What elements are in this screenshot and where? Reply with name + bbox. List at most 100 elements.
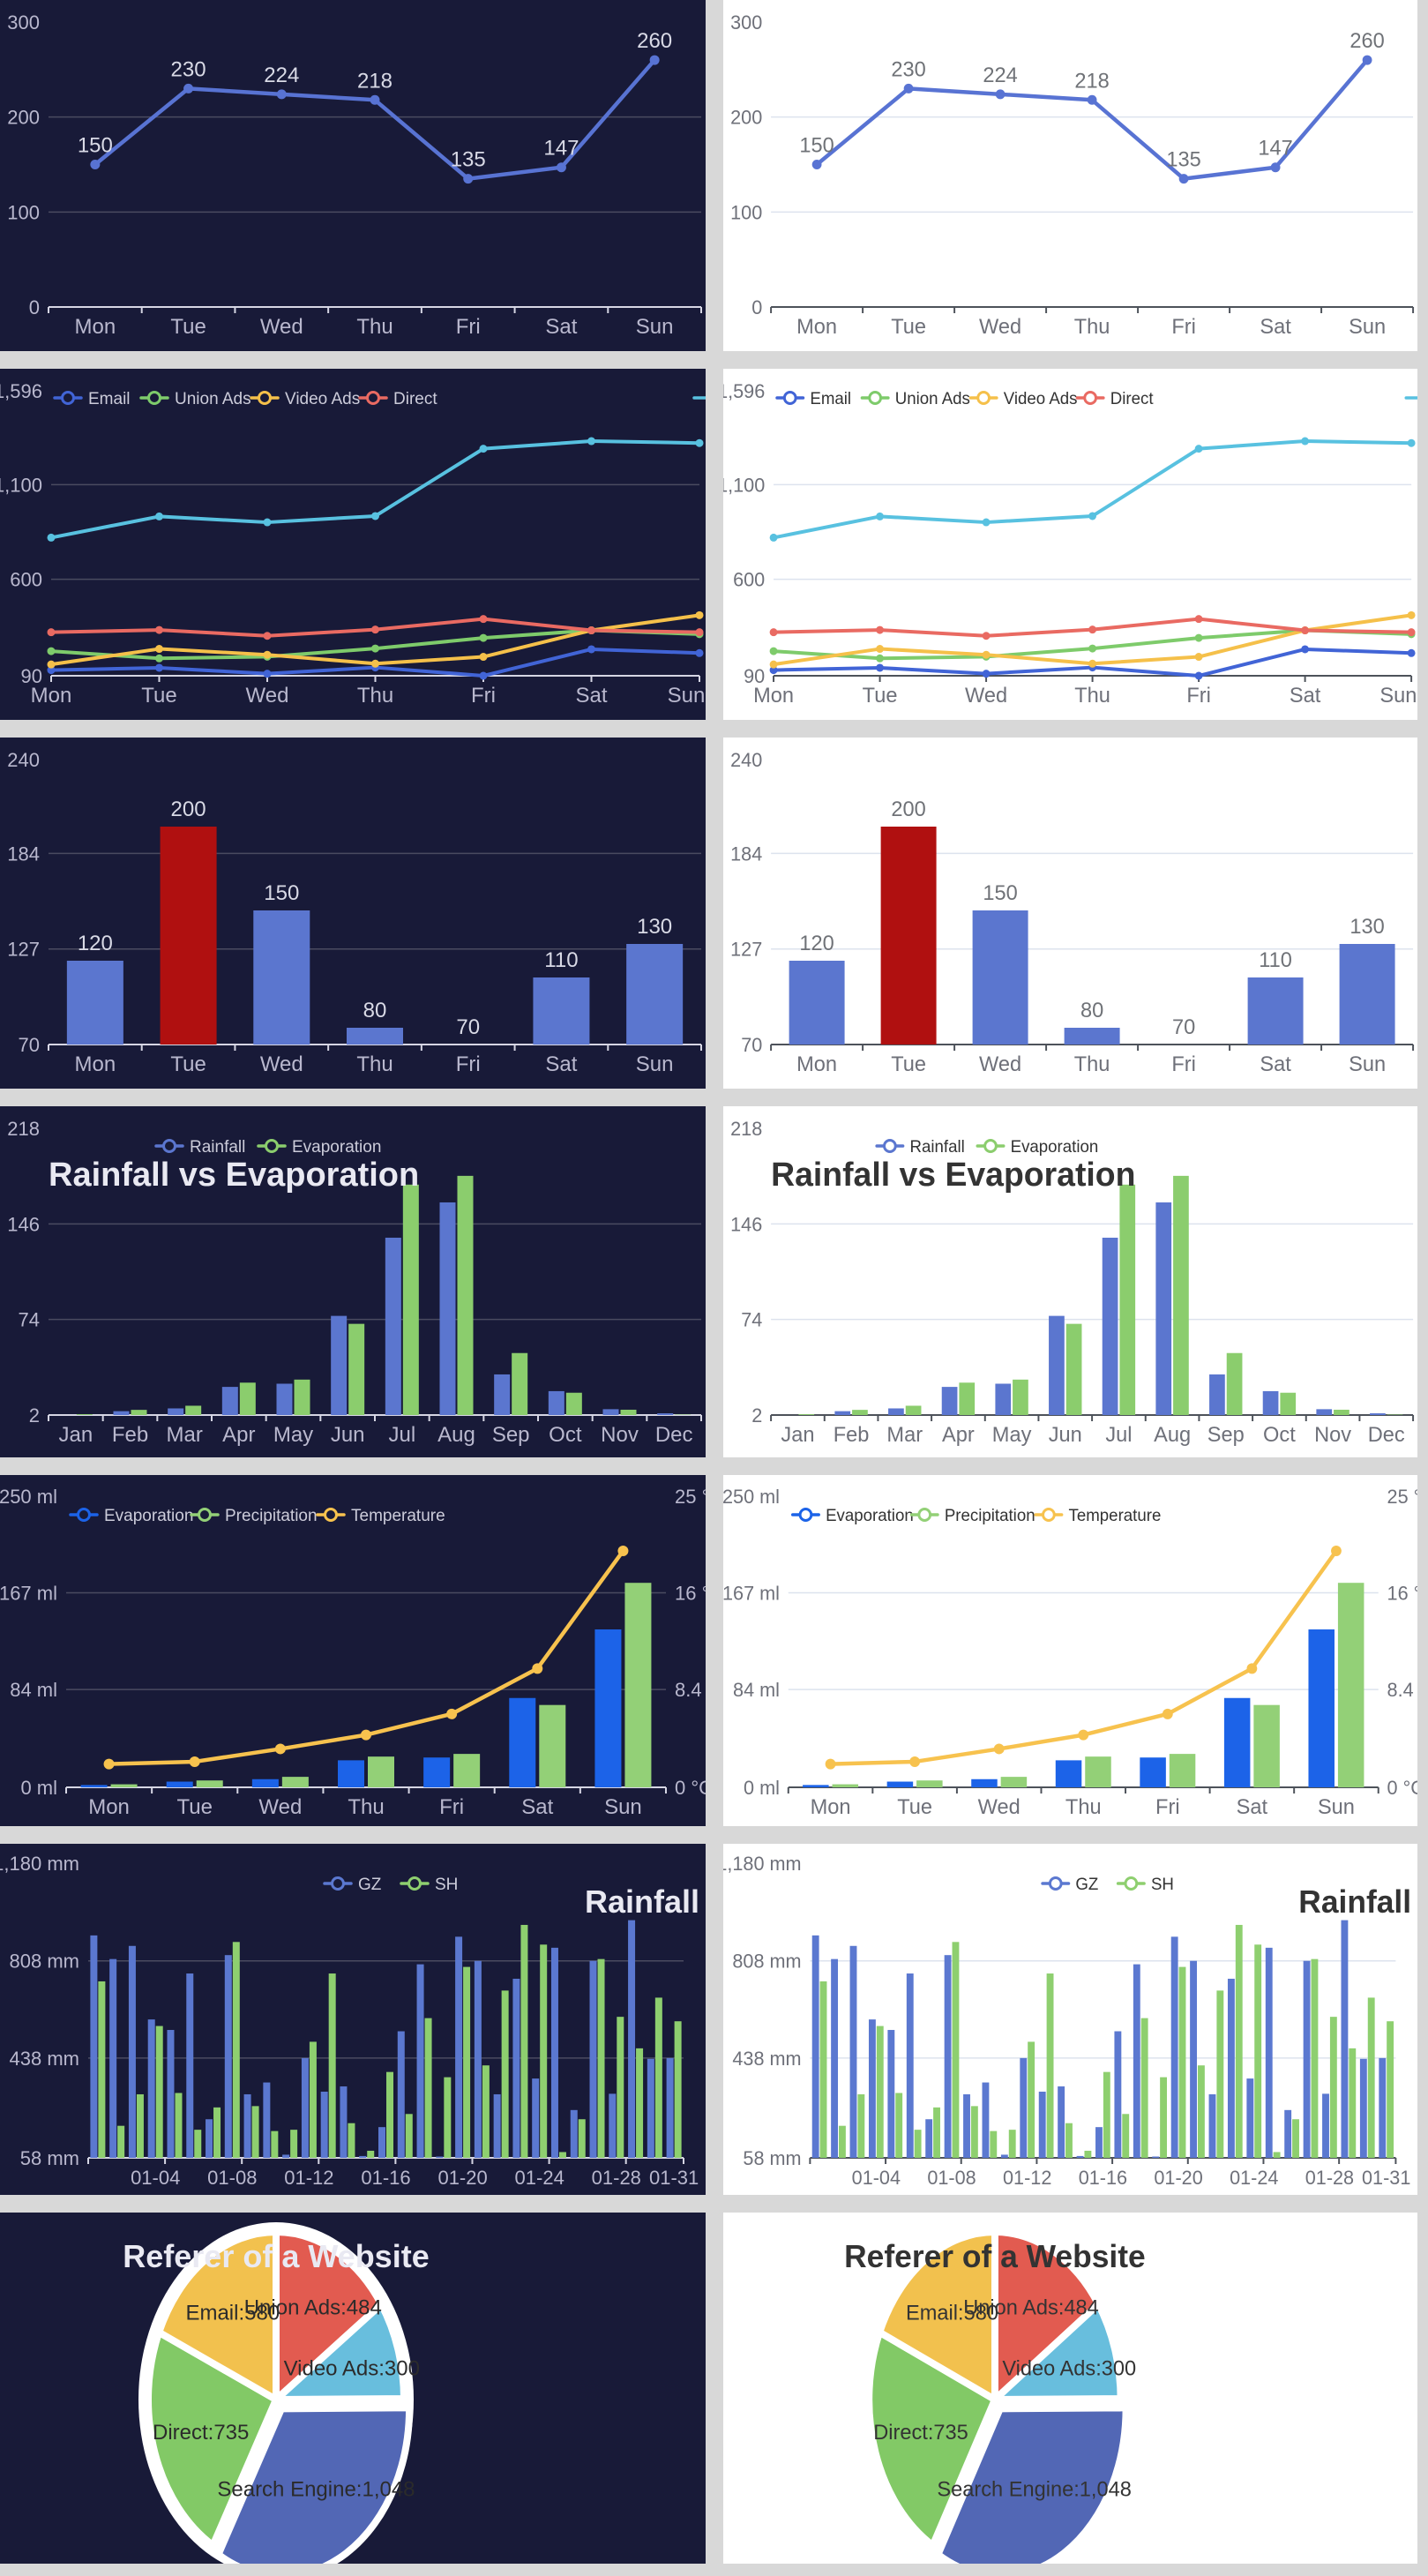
svg-text:Sep: Sep [492,1423,530,1447]
svg-text:230: 230 [891,57,925,81]
svg-text:250 ml: 250 ml [723,1486,780,1508]
svg-text:01-12: 01-12 [284,2167,333,2189]
svg-text:240: 240 [730,749,762,771]
grouped-bar-chart-dark[interactable]: 2 74 146 218 Jan Feb Mar Apr May Jun Jul Aug Sep Oct N… [0,1106,706,1457]
svg-text:600: 600 [733,568,765,590]
pie-chart-light[interactable]: Union Ads:484 Video Ads:300 Search Engine:… [723,2213,1417,2564]
svg-text:Fri: Fri [1186,684,1211,708]
svg-text:0 °C: 0 °C [675,1777,706,1799]
svg-text:Direct:735: Direct:735 [873,2421,968,2445]
grouped-bar-chart-light[interactable]: 2 74 146 218 Jan Feb Mar Apr May Jun Jul Aug Sep Oct N… [723,1106,1417,1457]
svg-text:Thu: Thu [356,1052,393,1076]
svg-text:70: 70 [741,1034,762,1056]
svg-text:Wed: Wed [260,315,303,339]
pie-chart-dark[interactable]: Union Ads:484 Video Ads:300 Search Engine:… [0,2213,706,2564]
svg-text:Wed: Wed [978,1795,1021,1819]
line-chart-light[interactable]: 0 100 200 300 Mon Tue Wed Thu Fri Sat Sun 150 230 224… [723,0,1417,351]
svg-text:1,100: 1,100 [0,474,42,496]
svg-text:Fri: Fri [471,684,496,708]
bar-line-dual-axis-chart-light[interactable]: 0 ml 84 ml 167 ml 250 ml 0 °C 8.4 °C 16 °C 25 °… [723,1475,1417,1826]
svg-text:Tue: Tue [891,1052,926,1076]
multi-line-chart-light[interactable]: 90 600 1,100 1,596 Mon Tue Wed Thu Fri Sat Sun Emai… [723,369,1417,720]
bar-chart-panel-dark: 70 127 184 240 Mon Tue Wed Thu Fri Sat Sun 120 200 15… [0,738,706,1089]
bar-chart-dark[interactable]: 70 127 184 240 Mon Tue Wed Thu Fri Sat Sun 120 200 15… [0,738,706,1089]
svg-text:Direct: Direct [393,390,437,408]
svg-text:16 °C: 16 °C [675,1583,706,1605]
svg-text:Tue: Tue [897,1795,932,1819]
rainfall-grouped-bar-chart-light[interactable]: 58 mm 438 mm 808 mm 1,180 mm 01-04 01-08 01-12… [723,1844,1417,2195]
svg-text:120: 120 [78,932,113,955]
svg-text:70: 70 [1172,1015,1195,1039]
svg-text:438 mm: 438 mm [10,2048,79,2070]
svg-text:Wed: Wed [979,1052,1021,1076]
svg-text:218: 218 [7,1118,40,1140]
pie-chart-panel-light: Union Ads:484 Video Ads:300 Search Engine:… [723,2213,1417,2564]
svg-text:Rainfall: Rainfall [585,1883,699,1920]
svg-text:Temperature: Temperature [351,1507,445,1525]
svg-text:218: 218 [730,1118,762,1140]
svg-text:438 mm: 438 mm [732,2048,801,2070]
svg-text:0: 0 [29,296,40,318]
svg-text:Rainfall: Rainfall [910,1137,965,1156]
svg-text:135: 135 [451,148,486,172]
grouped-bar-chart-panel-light: 2 74 146 218 Jan Feb Mar Apr May Jun Jul Aug Sep Oct N… [723,1106,1417,1457]
bar-chart-light[interactable]: 70 127 184 240 Mon Tue Wed Thu Fri Sat Sun 120 200 15… [723,738,1417,1089]
bar-line-dual-axis-chart-panel-dark: 0 ml 84 ml 167 ml 250 ml 0 °C 8.4 °C 16 °C 25 °… [0,1475,706,1826]
svg-text:1,180 mm: 1,180 mm [723,1853,802,1875]
svg-text:600: 600 [10,569,42,591]
svg-text:Mar: Mar [166,1423,202,1447]
svg-text:Sun: Sun [1379,684,1417,708]
svg-text:Precipitation: Precipitation [225,1507,318,1525]
svg-text:74: 74 [741,1309,762,1331]
svg-text:0: 0 [751,296,762,318]
svg-text:8.4 °C: 8.4 °C [1387,1679,1417,1701]
multi-line-chart-dark[interactable]: 90 600 1,100 1,596 Mon Tue Wed Thu Fri Sat Sun Emai… [0,369,706,720]
svg-text:Feb: Feb [112,1423,148,1447]
svg-text:147: 147 [1258,137,1292,161]
svg-text:Evaporation: Evaporation [826,1506,914,1524]
svg-text:Rainfall: Rainfall [1298,1884,1411,1920]
svg-text:230: 230 [171,57,206,81]
svg-text:Sun: Sun [1318,1795,1355,1819]
svg-text:01-24: 01-24 [515,2167,564,2189]
svg-text:Tue: Tue [176,1795,212,1819]
svg-text:Fri: Fri [1155,1795,1180,1819]
svg-text:Nov: Nov [601,1423,639,1447]
svg-text:127: 127 [730,939,762,961]
svg-text:Video Ads:300: Video Ads:300 [1002,2356,1136,2380]
svg-text:01-31: 01-31 [649,2167,699,2189]
svg-text:Precipitation: Precipitation [945,1506,1035,1524]
svg-text:130: 130 [637,915,672,939]
svg-text:Sun: Sun [604,1795,642,1819]
svg-text:Sat: Sat [545,1052,577,1076]
svg-text:150: 150 [983,881,1017,905]
svg-text:Mon: Mon [796,315,837,339]
line-chart-dark[interactable]: 0 100 200 300 Mon Tue Wed Thu Fri Sat Sun 150 230 224… [0,0,706,351]
svg-text:1,100: 1,100 [723,474,765,496]
svg-text:218: 218 [1074,69,1109,93]
svg-text:25 °C: 25 °C [675,1486,706,1508]
svg-text:Thu: Thu [1074,1052,1110,1076]
svg-text:130: 130 [1349,915,1384,939]
svg-text:808 mm: 808 mm [10,1951,79,1973]
svg-text:240: 240 [7,749,40,771]
svg-text:Direct:735: Direct:735 [153,2421,249,2445]
svg-text:Dec: Dec [1368,1423,1405,1447]
svg-text:Temperature: Temperature [1069,1506,1162,1524]
svg-text:Tue: Tue [170,315,206,339]
svg-text:Video Ads: Video Ads [1004,389,1078,408]
svg-text:Fri: Fri [456,1052,481,1076]
svg-text:Thu: Thu [348,1795,384,1819]
svg-text:58 mm: 58 mm [20,2147,79,2169]
svg-text:01-28: 01-28 [592,2167,641,2189]
svg-text:Jul: Jul [1105,1423,1132,1447]
svg-text:Sat: Sat [1237,1795,1268,1819]
svg-text:2: 2 [29,1404,40,1427]
svg-text:Mon: Mon [753,684,794,708]
svg-text:01-08: 01-08 [927,2167,976,2189]
svg-text:Sun: Sun [1349,1052,1386,1076]
svg-text:Thu: Thu [1065,1795,1102,1819]
svg-text:Sun: Sun [636,1052,674,1076]
rainfall-grouped-bar-chart-dark[interactable]: 58 mm 438 mm 808 mm 1,180 mm 01-04 01-08 01-12… [0,1844,706,2195]
bar-line-dual-axis-chart-dark[interactable]: 0 ml 84 ml 167 ml 250 ml 0 °C 8.4 °C 16 °C 25 °… [0,1475,706,1826]
